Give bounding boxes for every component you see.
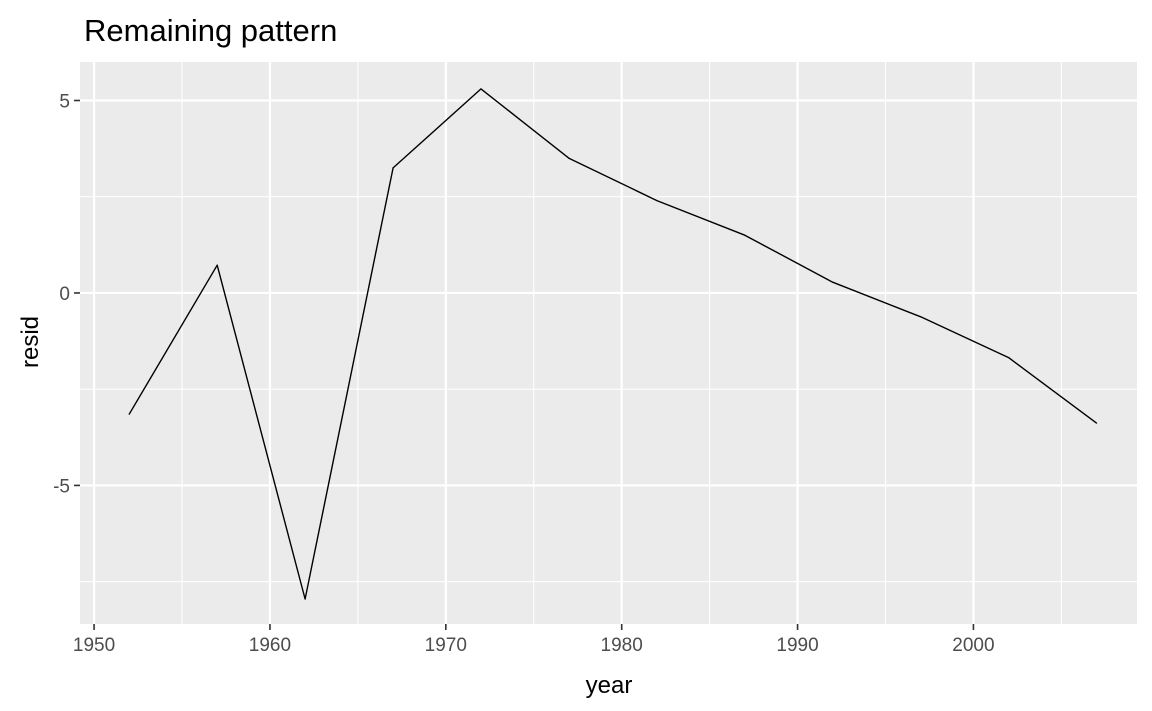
data-point-1992 <box>832 281 834 283</box>
x-axis: 1950 1960 1970 1980 1990 2000 <box>73 624 995 656</box>
major-gridlines <box>80 62 1137 624</box>
y-tick-label-0: 0 <box>59 284 70 305</box>
data-point-1977 <box>568 157 570 159</box>
x-tick-label-1990: 1990 <box>776 635 818 656</box>
data-point-1987 <box>744 234 746 236</box>
x-tick-label-1980: 1980 <box>601 635 643 656</box>
chart-title: Remaining pattern <box>84 13 337 48</box>
data-point-1957 <box>216 264 218 266</box>
data-point-2002 <box>1008 357 1010 359</box>
x-tick-label-2000: 2000 <box>952 635 994 656</box>
plot-panel <box>80 62 1137 624</box>
data-points <box>128 88 1098 600</box>
data-point-2007 <box>1095 422 1098 424</box>
y-axis: -5 0 5 <box>53 91 80 497</box>
x-tick-label-1960: 1960 <box>249 635 291 656</box>
data-point-1967 <box>392 167 394 169</box>
x-axis-title: year <box>586 672 633 699</box>
y-tick-label--5: -5 <box>53 476 70 497</box>
x-tick-label-1970: 1970 <box>425 635 467 656</box>
data-point-1962 <box>304 598 306 600</box>
data-point-1972 <box>480 88 482 90</box>
data-point-1982 <box>656 199 658 202</box>
residual-series-line <box>128 88 1097 600</box>
y-axis-title: resid <box>17 316 44 368</box>
data-point-1952 <box>128 413 130 415</box>
x-tick-label-1950: 1950 <box>73 635 115 656</box>
data-point-1997 <box>920 316 922 318</box>
y-tick-label-5: 5 <box>59 91 70 112</box>
